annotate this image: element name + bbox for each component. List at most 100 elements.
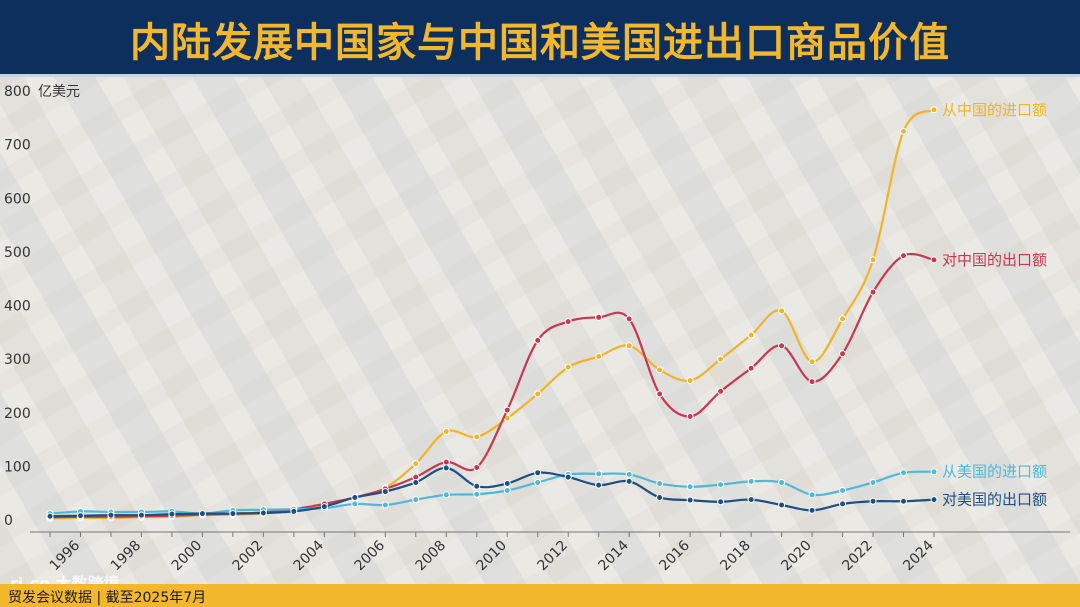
data-point xyxy=(686,377,694,385)
y-unit-label: 亿美元 xyxy=(38,84,80,100)
data-point xyxy=(839,500,847,508)
data-point xyxy=(595,481,603,489)
data-point xyxy=(595,470,603,478)
series-label: 对美国的出口额 xyxy=(942,491,1047,509)
data-point xyxy=(656,493,664,501)
data-point xyxy=(473,433,481,441)
data-point xyxy=(839,487,847,495)
data-point xyxy=(107,511,115,519)
data-point xyxy=(778,342,786,350)
data-point xyxy=(808,506,816,514)
y-tick-label: 800 xyxy=(4,84,31,100)
data-point xyxy=(534,478,542,486)
data-point xyxy=(808,378,816,386)
data-point xyxy=(656,366,664,374)
y-axis: 0 100 200 300 400 500 600 700 800 亿美元 xyxy=(4,84,80,529)
x-tick-label: 2018 xyxy=(717,538,754,575)
data-point xyxy=(686,483,694,491)
data-point xyxy=(747,477,755,485)
data-point xyxy=(137,511,145,519)
series-lines xyxy=(46,106,938,522)
series-label: 从美国的进口额 xyxy=(942,463,1047,481)
data-point xyxy=(595,313,603,321)
x-tick-label: 2004 xyxy=(291,537,328,574)
x-tick-label: 2008 xyxy=(413,538,450,575)
data-point xyxy=(351,493,359,501)
data-point xyxy=(717,498,725,506)
data-point xyxy=(625,342,633,350)
data-point xyxy=(46,512,54,520)
data-point xyxy=(381,488,389,496)
y-tick-label: 100 xyxy=(4,459,31,475)
data-point xyxy=(930,496,938,504)
series-line xyxy=(49,108,935,520)
series-1 xyxy=(46,252,938,521)
data-point xyxy=(686,496,694,504)
footer-bar: 贸发会议数据 | 截至2025年7月 xyxy=(0,584,1080,607)
data-point xyxy=(320,503,328,511)
series-label: 对中国的出口额 xyxy=(942,251,1047,269)
data-point xyxy=(534,469,542,477)
data-point xyxy=(625,477,633,485)
y-tick-label: 300 xyxy=(4,352,31,368)
y-tick-label: 700 xyxy=(4,138,31,154)
data-point xyxy=(930,468,938,476)
x-tick-label: 2024 xyxy=(900,537,937,574)
data-point xyxy=(564,318,572,326)
x-tick-label: 2002 xyxy=(230,538,267,575)
data-point xyxy=(473,463,481,471)
series-line xyxy=(49,470,935,515)
data-point xyxy=(534,390,542,398)
data-point xyxy=(656,480,664,488)
data-point xyxy=(442,428,450,436)
data-point xyxy=(747,496,755,504)
x-tick-label: 2010 xyxy=(474,538,511,575)
data-point xyxy=(534,336,542,344)
data-point xyxy=(808,491,816,499)
data-point xyxy=(625,470,633,478)
data-point xyxy=(351,500,359,508)
series-3 xyxy=(46,464,938,520)
data-point xyxy=(412,460,420,468)
data-point xyxy=(442,458,450,466)
x-tick-label: 2020 xyxy=(778,538,815,575)
data-point xyxy=(564,363,572,371)
x-tick-label: 2000 xyxy=(169,538,206,575)
data-point xyxy=(290,507,298,515)
data-point xyxy=(442,464,450,472)
data-point xyxy=(778,501,786,509)
data-point xyxy=(564,473,572,481)
x-tick-label: 2022 xyxy=(839,538,876,575)
data-point xyxy=(717,355,725,363)
data-point xyxy=(900,127,908,135)
data-point xyxy=(900,469,908,477)
y-tick-label: 200 xyxy=(4,406,31,422)
data-point xyxy=(778,307,786,315)
data-point xyxy=(839,350,847,358)
data-point xyxy=(412,478,420,486)
data-point xyxy=(625,315,633,323)
y-tick-label: 400 xyxy=(4,299,31,315)
series-label: 从中国的进口额 xyxy=(942,101,1047,119)
x-tick-label: 1998 xyxy=(108,538,145,575)
y-tick-label: 0 xyxy=(4,513,13,529)
data-point xyxy=(778,478,786,486)
x-tick-label: 1996 xyxy=(47,537,84,574)
data-point xyxy=(900,497,908,505)
data-point xyxy=(930,106,938,114)
data-point xyxy=(595,352,603,360)
data-point xyxy=(869,478,877,486)
y-tick-label: 500 xyxy=(4,245,31,261)
x-tick-label: 2014 xyxy=(595,537,632,574)
series-line xyxy=(49,252,935,519)
x-tick-label: 2016 xyxy=(656,537,693,574)
data-point xyxy=(747,331,755,339)
data-point xyxy=(869,256,877,264)
data-point xyxy=(473,482,481,490)
data-point xyxy=(229,510,237,518)
data-point xyxy=(717,387,725,395)
data-point xyxy=(381,501,389,509)
data-point xyxy=(503,487,511,495)
data-point xyxy=(503,480,511,488)
